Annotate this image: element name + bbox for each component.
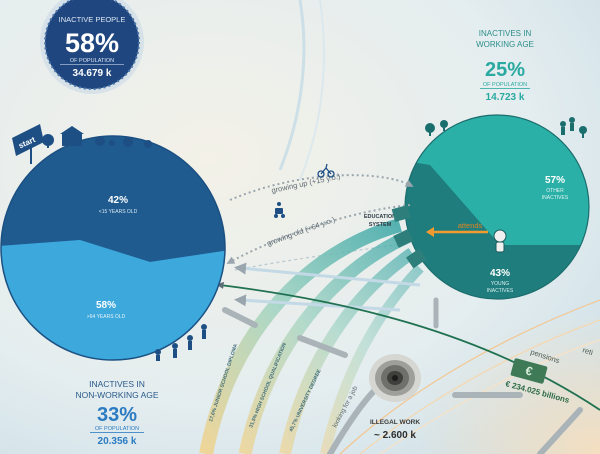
retirement-label: reti: [581, 345, 594, 357]
non-working-age-label: INACTIVES IN NON-WORKING AGE 33% OF POPU…: [75, 379, 158, 447]
astronaut-student-icon: [493, 229, 507, 253]
badge-count: 34.679 k: [73, 68, 112, 79]
non-working-percent: 33%: [97, 404, 137, 426]
working-age-circle: 57% OTHER INACTIVES 43% YOUNG INACTIVES: [404, 114, 590, 300]
non-working-age-circle: 42% <15 YEARS OLD 58% >64 YEARS OLD: [0, 135, 226, 361]
light-beam: [278, 0, 306, 171]
working-title-line1: INACTIVES IN: [479, 29, 532, 38]
badge-title: INACTIVE PEOPLE: [59, 15, 126, 24]
working-title-line2: WORKING AGE: [476, 40, 534, 49]
non-working-count: 20.356 k: [98, 436, 137, 447]
education-system-line2: SYSTEM: [369, 222, 392, 228]
other-inactives-line2: INACTIVES: [542, 195, 569, 201]
working-count: 14.723 k: [486, 92, 525, 103]
education-system-line1: EDUCATION: [364, 214, 396, 220]
houses-and-trees-icon: [42, 126, 152, 148]
young-inactives-line1: YOUNG: [491, 281, 509, 287]
attends-label: attends: [458, 221, 483, 230]
light-beam: [299, 0, 325, 181]
other-inactives-line1: OTHER: [546, 188, 564, 194]
inactive-people-badge: INACTIVE PEOPLE 58% OF POPULATION 34.679…: [40, 0, 144, 94]
young-inactives-percent: 43%: [490, 268, 510, 279]
school-buildings-icon: [391, 205, 427, 269]
working-sub: OF POPULATION: [483, 82, 527, 88]
elderly-people-icon: [155, 324, 207, 361]
euro-sign: €: [524, 363, 534, 378]
start-flag-icon: start: [12, 124, 44, 164]
pensions-flow-line: [216, 281, 600, 411]
attends-arrow: attends: [426, 221, 488, 237]
non-working-title-line2: NON-WORKING AGE: [75, 390, 158, 400]
non-working-sub: OF POPULATION: [95, 426, 139, 432]
scooter-icon: [274, 202, 285, 218]
other-inactives-percent: 57%: [545, 175, 565, 186]
working-age-label: INACTIVES IN WORKING AGE 25% OF POPULATI…: [476, 29, 534, 103]
under15-label: <15 YEARS OLD: [99, 209, 138, 215]
non-working-title-line1: INACTIVES IN: [89, 379, 145, 389]
banknote-icon: €: [510, 358, 548, 384]
grey-arrows: [222, 307, 583, 454]
badge-percent: 58%: [65, 28, 119, 58]
over64-label: >64 YEARS OLD: [87, 314, 126, 320]
working-percent: 25%: [485, 59, 525, 81]
badge-sub: OF POPULATION: [70, 58, 114, 64]
inflow-arrows: [234, 262, 421, 312]
illegal-work-value: ~ 2.600 k: [374, 430, 416, 441]
young-inactives-line2: INACTIVES: [487, 288, 514, 294]
over64-percent: 58%: [96, 300, 116, 311]
illegal-work-vortex-icon: [369, 354, 421, 402]
bicycle-icon: [317, 163, 335, 178]
illegal-work-label: ILLEGAL WORK: [370, 419, 420, 426]
trees-and-people-icon: [425, 117, 587, 138]
under15-percent: 42%: [108, 195, 128, 206]
